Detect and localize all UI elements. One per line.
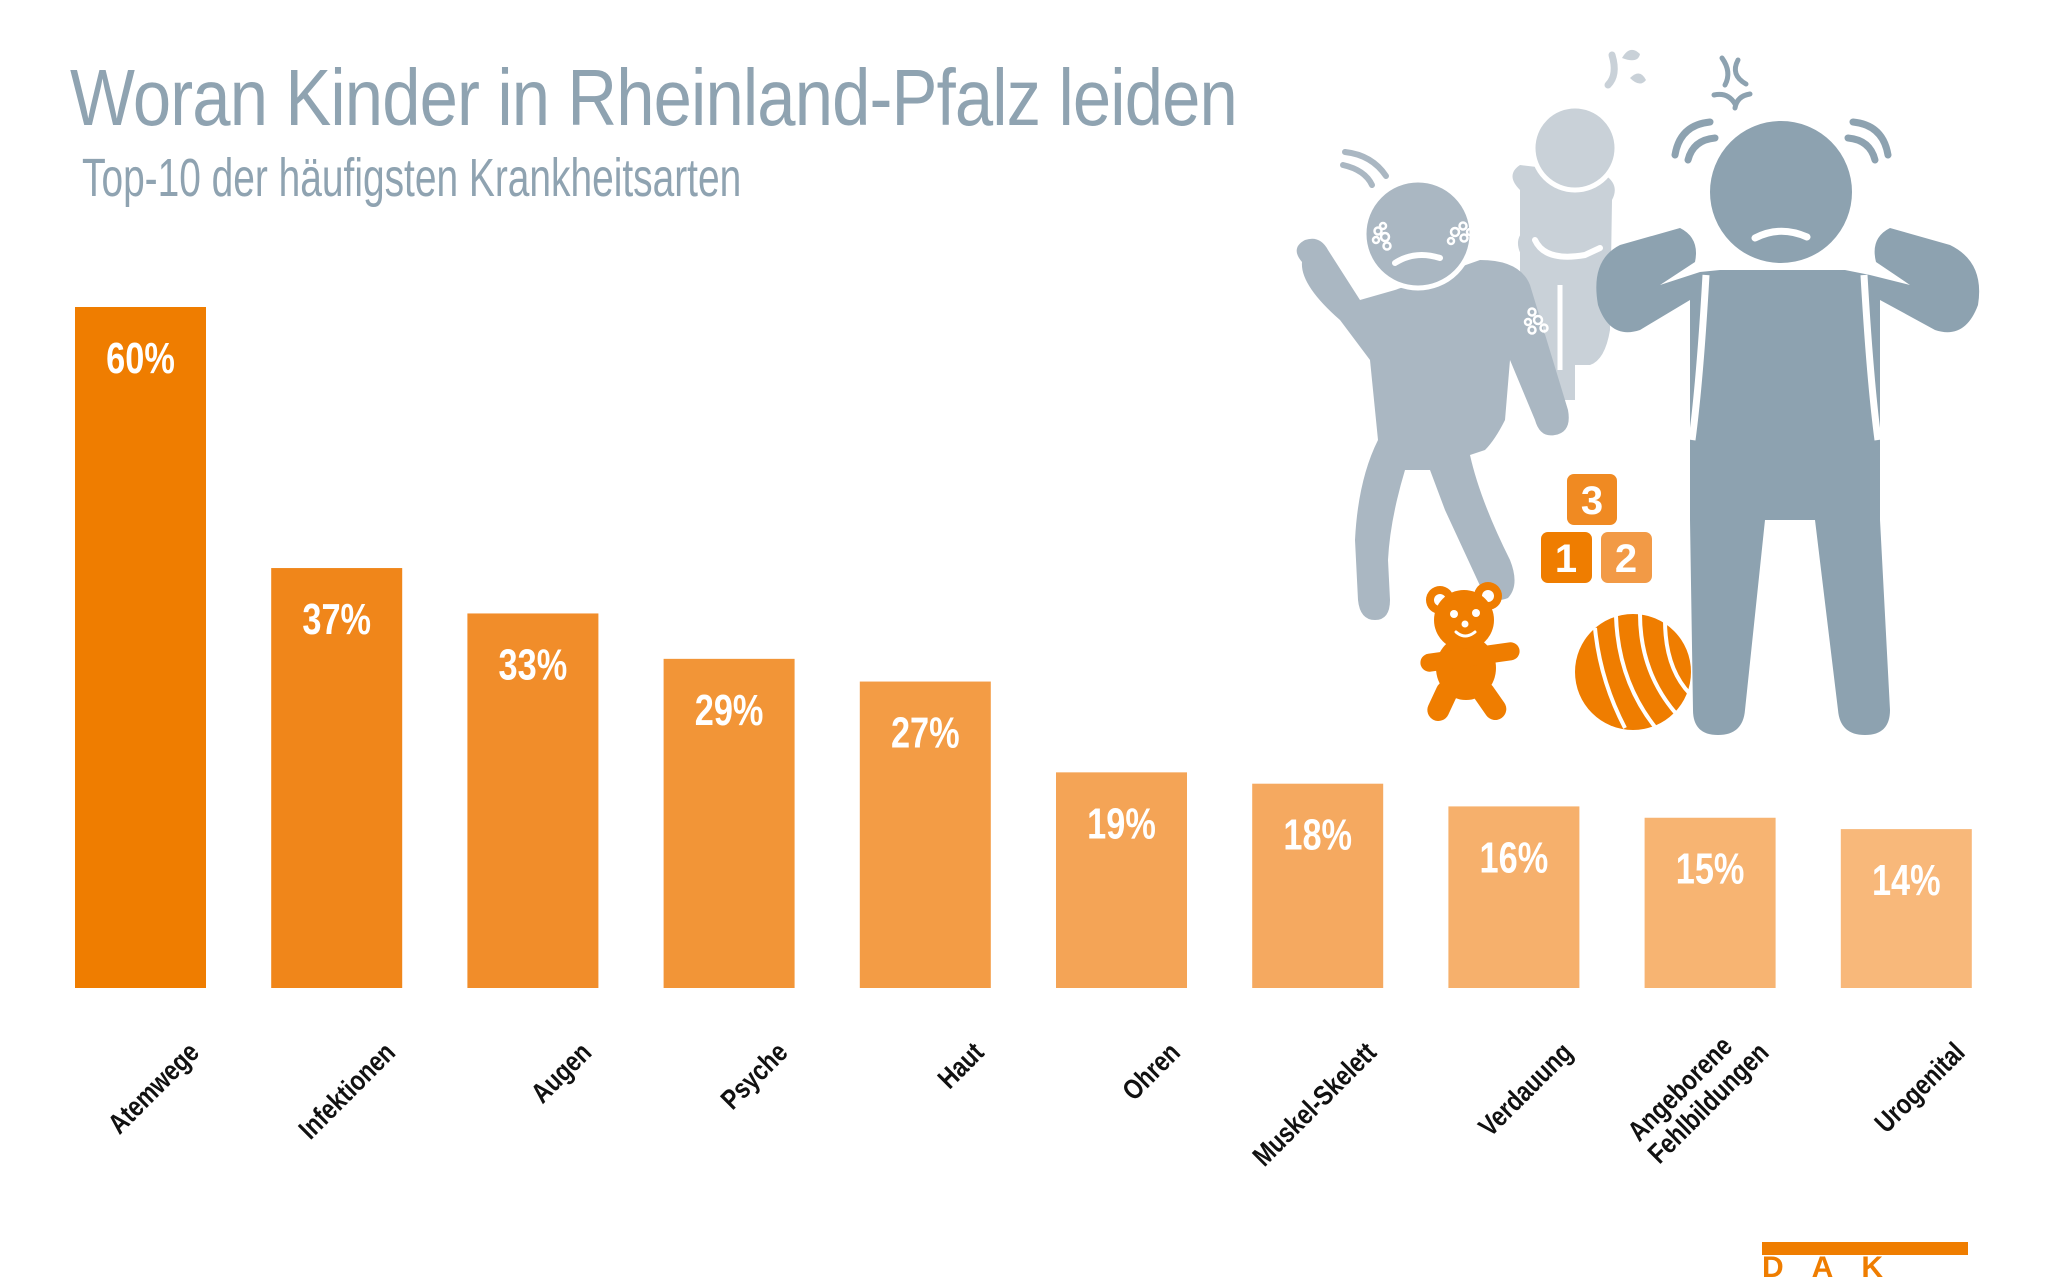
- value-label-verdauung: 16%: [1480, 833, 1549, 882]
- category-label-psyche: Psyche: [715, 1037, 793, 1115]
- logo-bar: [1762, 1242, 1968, 1255]
- bar-haut: [859, 681, 991, 988]
- category-label-haut: Haut: [932, 1037, 990, 1095]
- value-label-atemwege: 60%: [106, 334, 175, 383]
- category-label-infektionen: Infektionen: [293, 1037, 401, 1145]
- logo-text: DAK: [1762, 1251, 1911, 1284]
- bar-infektionen: [271, 568, 403, 988]
- category-label-line: Urogenital: [1869, 1037, 1971, 1139]
- bar-atemwege: [75, 307, 206, 988]
- value-labels-group: 60% 37% 33% 29% 27% 19% 18% 16% 15% 14%: [106, 334, 1940, 905]
- dak-logo: DAK: [1762, 1242, 1970, 1284]
- category-label-urogenital: Urogenital: [1869, 1037, 1971, 1139]
- bars-group: [75, 307, 1972, 988]
- bar-augen: [467, 613, 599, 988]
- value-label-augen: 33%: [499, 640, 568, 689]
- bar-verdauung: [1448, 806, 1580, 988]
- category-label-line: Atemwege: [102, 1037, 205, 1140]
- bar-psyche: [663, 658, 795, 988]
- category-label-line: Infektionen: [293, 1037, 401, 1145]
- category-label-line: Haut: [932, 1037, 990, 1095]
- value-label-muskel-skelett: 18%: [1283, 811, 1352, 860]
- category-labels-group: Atemwege Infektionen Augen Psyche Haut Ohren M…: [102, 1031, 1971, 1173]
- value-label-infektionen: 37%: [302, 595, 371, 644]
- chart-title: Woran Kinder in Rheinland-Pfalz leiden: [70, 53, 1238, 142]
- category-label-muskel-skelett: Muskel-Skelett: [1247, 1037, 1383, 1173]
- value-label-haut: 27%: [891, 709, 960, 758]
- category-label-verdauung: Verdauung: [1473, 1037, 1579, 1143]
- bar-angeborene-fehlbildungen: [1644, 817, 1776, 988]
- value-label-psyche: 29%: [695, 686, 764, 735]
- bar-urogenital: [1840, 829, 1972, 988]
- category-label-ohren: Ohren: [1117, 1037, 1186, 1106]
- value-label-ohren: 19%: [1087, 799, 1156, 848]
- category-label-augen: Augen: [526, 1037, 598, 1109]
- bar-ohren: [1056, 772, 1187, 988]
- category-label-line: Ohren: [1117, 1037, 1186, 1106]
- category-label-atemwege: Atemwege: [102, 1037, 205, 1140]
- category-label-line: Augen: [526, 1037, 598, 1109]
- category-label-line: Verdauung: [1473, 1037, 1579, 1143]
- category-label-line: Psyche: [715, 1037, 793, 1115]
- category-label-line: Muskel-Skelett: [1247, 1037, 1383, 1173]
- bar-muskel-skelett: [1252, 783, 1384, 988]
- value-label-urogenital: 14%: [1872, 856, 1941, 905]
- value-label-angeborene-fehlbildungen: 15%: [1676, 845, 1745, 894]
- chart-subtitle: Top-10 der häufigsten Krankheitsarten: [82, 148, 742, 208]
